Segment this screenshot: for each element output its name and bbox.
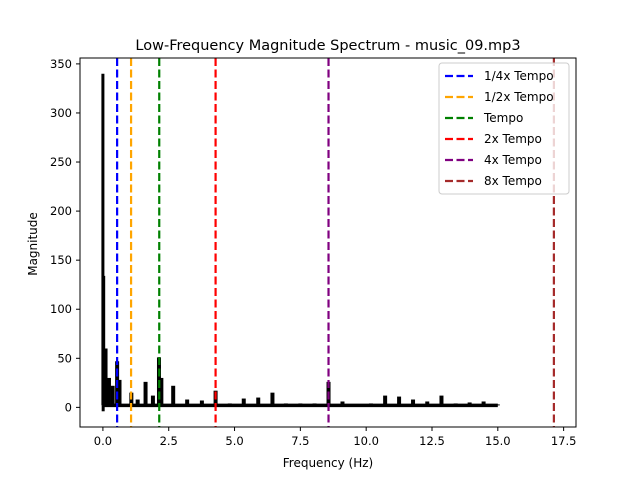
x-axis-label: Frequency (Hz) [283, 456, 374, 470]
y-tick-label: 200 [50, 204, 72, 218]
y-tick-label: 350 [50, 57, 72, 71]
x-tick-label: 12.5 [419, 434, 445, 448]
legend-label: Tempo [483, 111, 523, 125]
x-tick-label: 2.5 [160, 434, 178, 448]
y-tick-label: 100 [50, 302, 72, 316]
x-tick-label: 10.0 [353, 434, 379, 448]
x-tick-label: 7.5 [291, 434, 309, 448]
y-tick-label: 50 [57, 351, 72, 365]
y-tick-label: 300 [50, 106, 72, 120]
y-tick-label: 150 [50, 253, 72, 267]
legend: 1/4x Tempo 1/2x Tempo Tempo 2x Tempo 4x Temp… [438, 62, 570, 195]
y-tick-label: 250 [50, 155, 72, 169]
x-tick-label: 5.0 [225, 434, 243, 448]
x-axis-ticks: 0.0 2.5 5.0 7.5 10.0 12.5 15.0 17.5 [94, 427, 577, 448]
legend-box [438, 62, 570, 195]
x-tick-label: 15.0 [485, 434, 511, 448]
y-tick-label: 0 [65, 400, 72, 414]
axes-frame [79, 57, 577, 428]
legend-label: 4x Tempo [484, 153, 542, 167]
y-axis-ticks: 0 50 100 150 200 250 300 350 [50, 57, 80, 414]
plot-area [101, 58, 555, 427]
legend-entries: 1/4x Tempo 1/2x Tempo Tempo 2x Tempo 4x Temp… [445, 69, 554, 188]
legend-label: 8x Tempo [484, 174, 542, 188]
x-tick-label: 0.0 [94, 434, 112, 448]
legend-label: 1/2x Tempo [484, 90, 554, 104]
x-tick-label: 17.5 [551, 434, 577, 448]
legend-label: 1/4x Tempo [484, 69, 554, 83]
legend-label: 2x Tempo [484, 132, 542, 146]
y-axis-label: Magnitude [26, 212, 40, 276]
chart-title: Low-Frequency Magnitude Spectrum - music… [135, 38, 520, 54]
